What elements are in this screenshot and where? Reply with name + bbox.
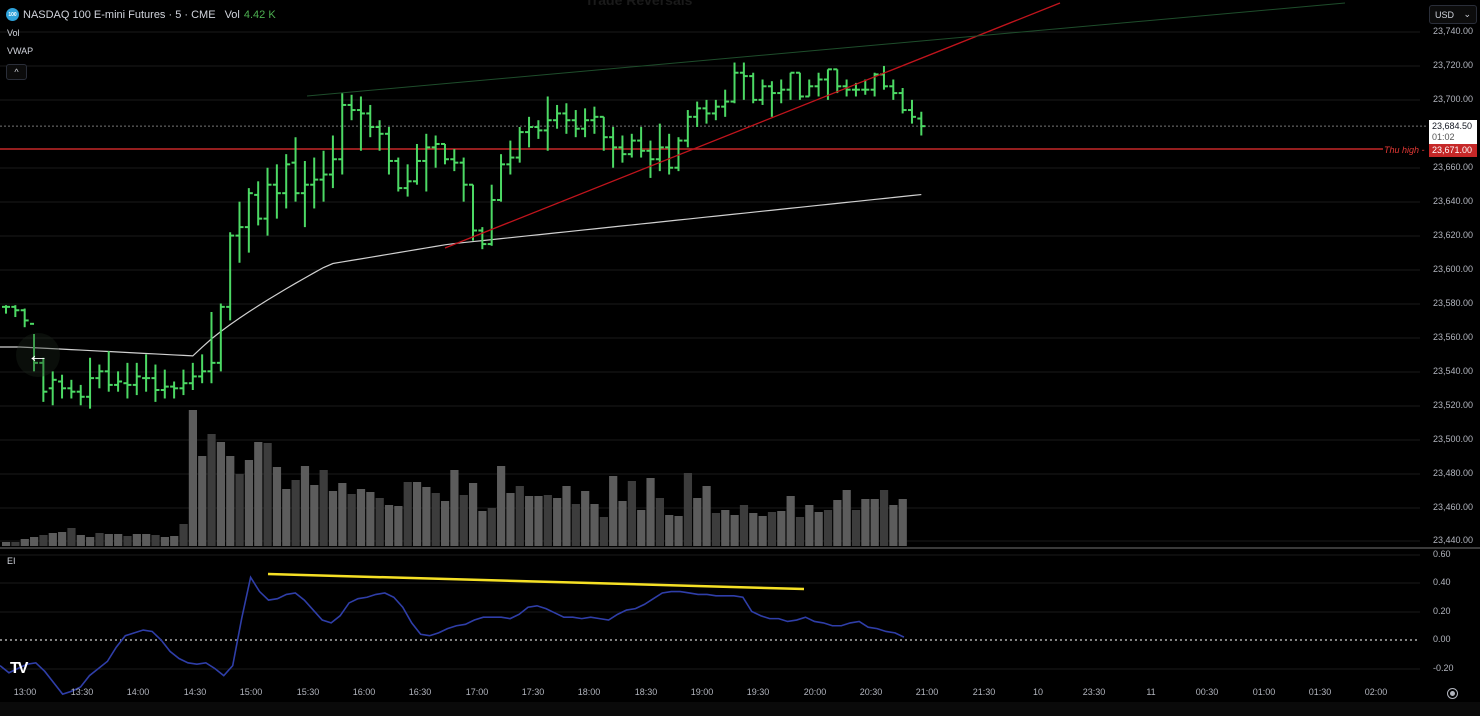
chevron-up-icon: ^ [14, 67, 19, 77]
time-tick-label: 14:00 [126, 687, 150, 697]
price-tick-label: 23,460.00 [1433, 502, 1474, 512]
time-tick-label: 20:00 [803, 687, 827, 697]
collapse-legend-button[interactable]: ^ [6, 64, 27, 80]
ei-tick-label: 0.60 [1433, 549, 1451, 559]
price-tick-label: 23,620.00 [1433, 230, 1474, 240]
indicator-vol-label[interactable]: Vol [7, 28, 20, 38]
time-tick-label: 10 [1032, 687, 1044, 697]
arrow-left-icon: ← [27, 342, 49, 367]
price-tick-label: 23,580.00 [1433, 298, 1474, 308]
thu-high-price-tag: 23,671.00 [1429, 144, 1477, 157]
time-tick-label: 17:30 [521, 687, 545, 697]
price-tick-label: 23,520.00 [1433, 400, 1474, 410]
time-tick-label: 13:00 [13, 687, 37, 697]
time-tick-label: 00:30 [1195, 687, 1219, 697]
currency-label: USD [1435, 9, 1455, 20]
time-tick-label: 01:00 [1252, 687, 1276, 697]
price-tick-label: 23,480.00 [1433, 468, 1474, 478]
price-tick-label: 23,640.00 [1433, 196, 1474, 206]
ei-tick-label: 0.20 [1433, 606, 1451, 616]
last-price-tag: 23,684.50 01:02 [1429, 120, 1477, 144]
last-price: 23,684.50 [1432, 121, 1473, 131]
time-tick-label: 13:30 [70, 687, 94, 697]
time-tick-label: 02:00 [1364, 687, 1388, 697]
time-tick-label: 18:00 [577, 687, 601, 697]
time-tick-label: 15:30 [296, 687, 320, 697]
time-tick-label: 19:30 [746, 687, 770, 697]
time-tick-label: 15:00 [239, 687, 263, 697]
time-tick-label: 11 [1146, 687, 1156, 697]
thu-high-label: Thu high - [1384, 145, 1425, 155]
price-tick-label: 23,660.00 [1433, 162, 1474, 172]
price-tick-label: 23,560.00 [1433, 332, 1474, 342]
time-tick-label: 16:30 [408, 687, 432, 697]
indicator-vwap-label[interactable]: VWAP [7, 46, 34, 56]
settings-icon[interactable] [1447, 688, 1458, 699]
ei-tick-label: -0.20 [1433, 663, 1454, 673]
time-tick-label: 18:30 [634, 687, 658, 697]
symbol-legend[interactable]: 100 NASDAQ 100 E-mini Futures · 5 · CME … [6, 8, 276, 21]
currency-select[interactable]: USD ⌄ [1429, 5, 1477, 24]
symbol-logo-icon: 100 [6, 8, 19, 21]
time-tick-label: 19:00 [690, 687, 714, 697]
time-tick-label: 16:00 [352, 687, 376, 697]
time-tick-label: 01:30 [1308, 687, 1332, 697]
time-tick-label: 21:00 [915, 687, 939, 697]
chevron-down-icon: ⌄ [1463, 9, 1471, 19]
price-tick-label: 23,440.00 [1433, 535, 1474, 545]
time-tick-label: 23:30 [1082, 687, 1106, 697]
price-tick-label: 23,540.00 [1433, 366, 1474, 376]
bottom-toolbar [0, 702, 1480, 716]
price-tick-label: 23,720.00 [1433, 60, 1474, 70]
price-tick-label: 23,600.00 [1433, 264, 1474, 274]
price-tick-label: 23,500.00 [1433, 434, 1474, 444]
volume-value: 4.42 K [243, 8, 276, 21]
time-tick-label: 14:30 [183, 687, 207, 697]
symbol-title[interactable]: NASDAQ 100 E-mini Futures · 5 · CME [23, 8, 216, 21]
ei-tick-label: 0.40 [1433, 577, 1451, 587]
time-tick-label: 21:30 [972, 687, 996, 697]
tradingview-logo[interactable]: TV [10, 660, 29, 677]
time-tick-label: 20:30 [859, 687, 883, 697]
price-tick-label: 23,700.00 [1433, 94, 1474, 104]
ei-indicator-title[interactable]: EI [7, 556, 16, 566]
watermark: Trade Reversals [585, 0, 693, 8]
scroll-back-button[interactable]: ← [16, 333, 60, 377]
volume-label: Vol [224, 8, 240, 21]
ei-tick-label: 0.00 [1433, 634, 1451, 644]
bar-countdown: 01:02 [1432, 132, 1455, 142]
time-tick-label: 17:00 [465, 687, 489, 697]
price-tick-label: 23,740.00 [1433, 26, 1474, 36]
